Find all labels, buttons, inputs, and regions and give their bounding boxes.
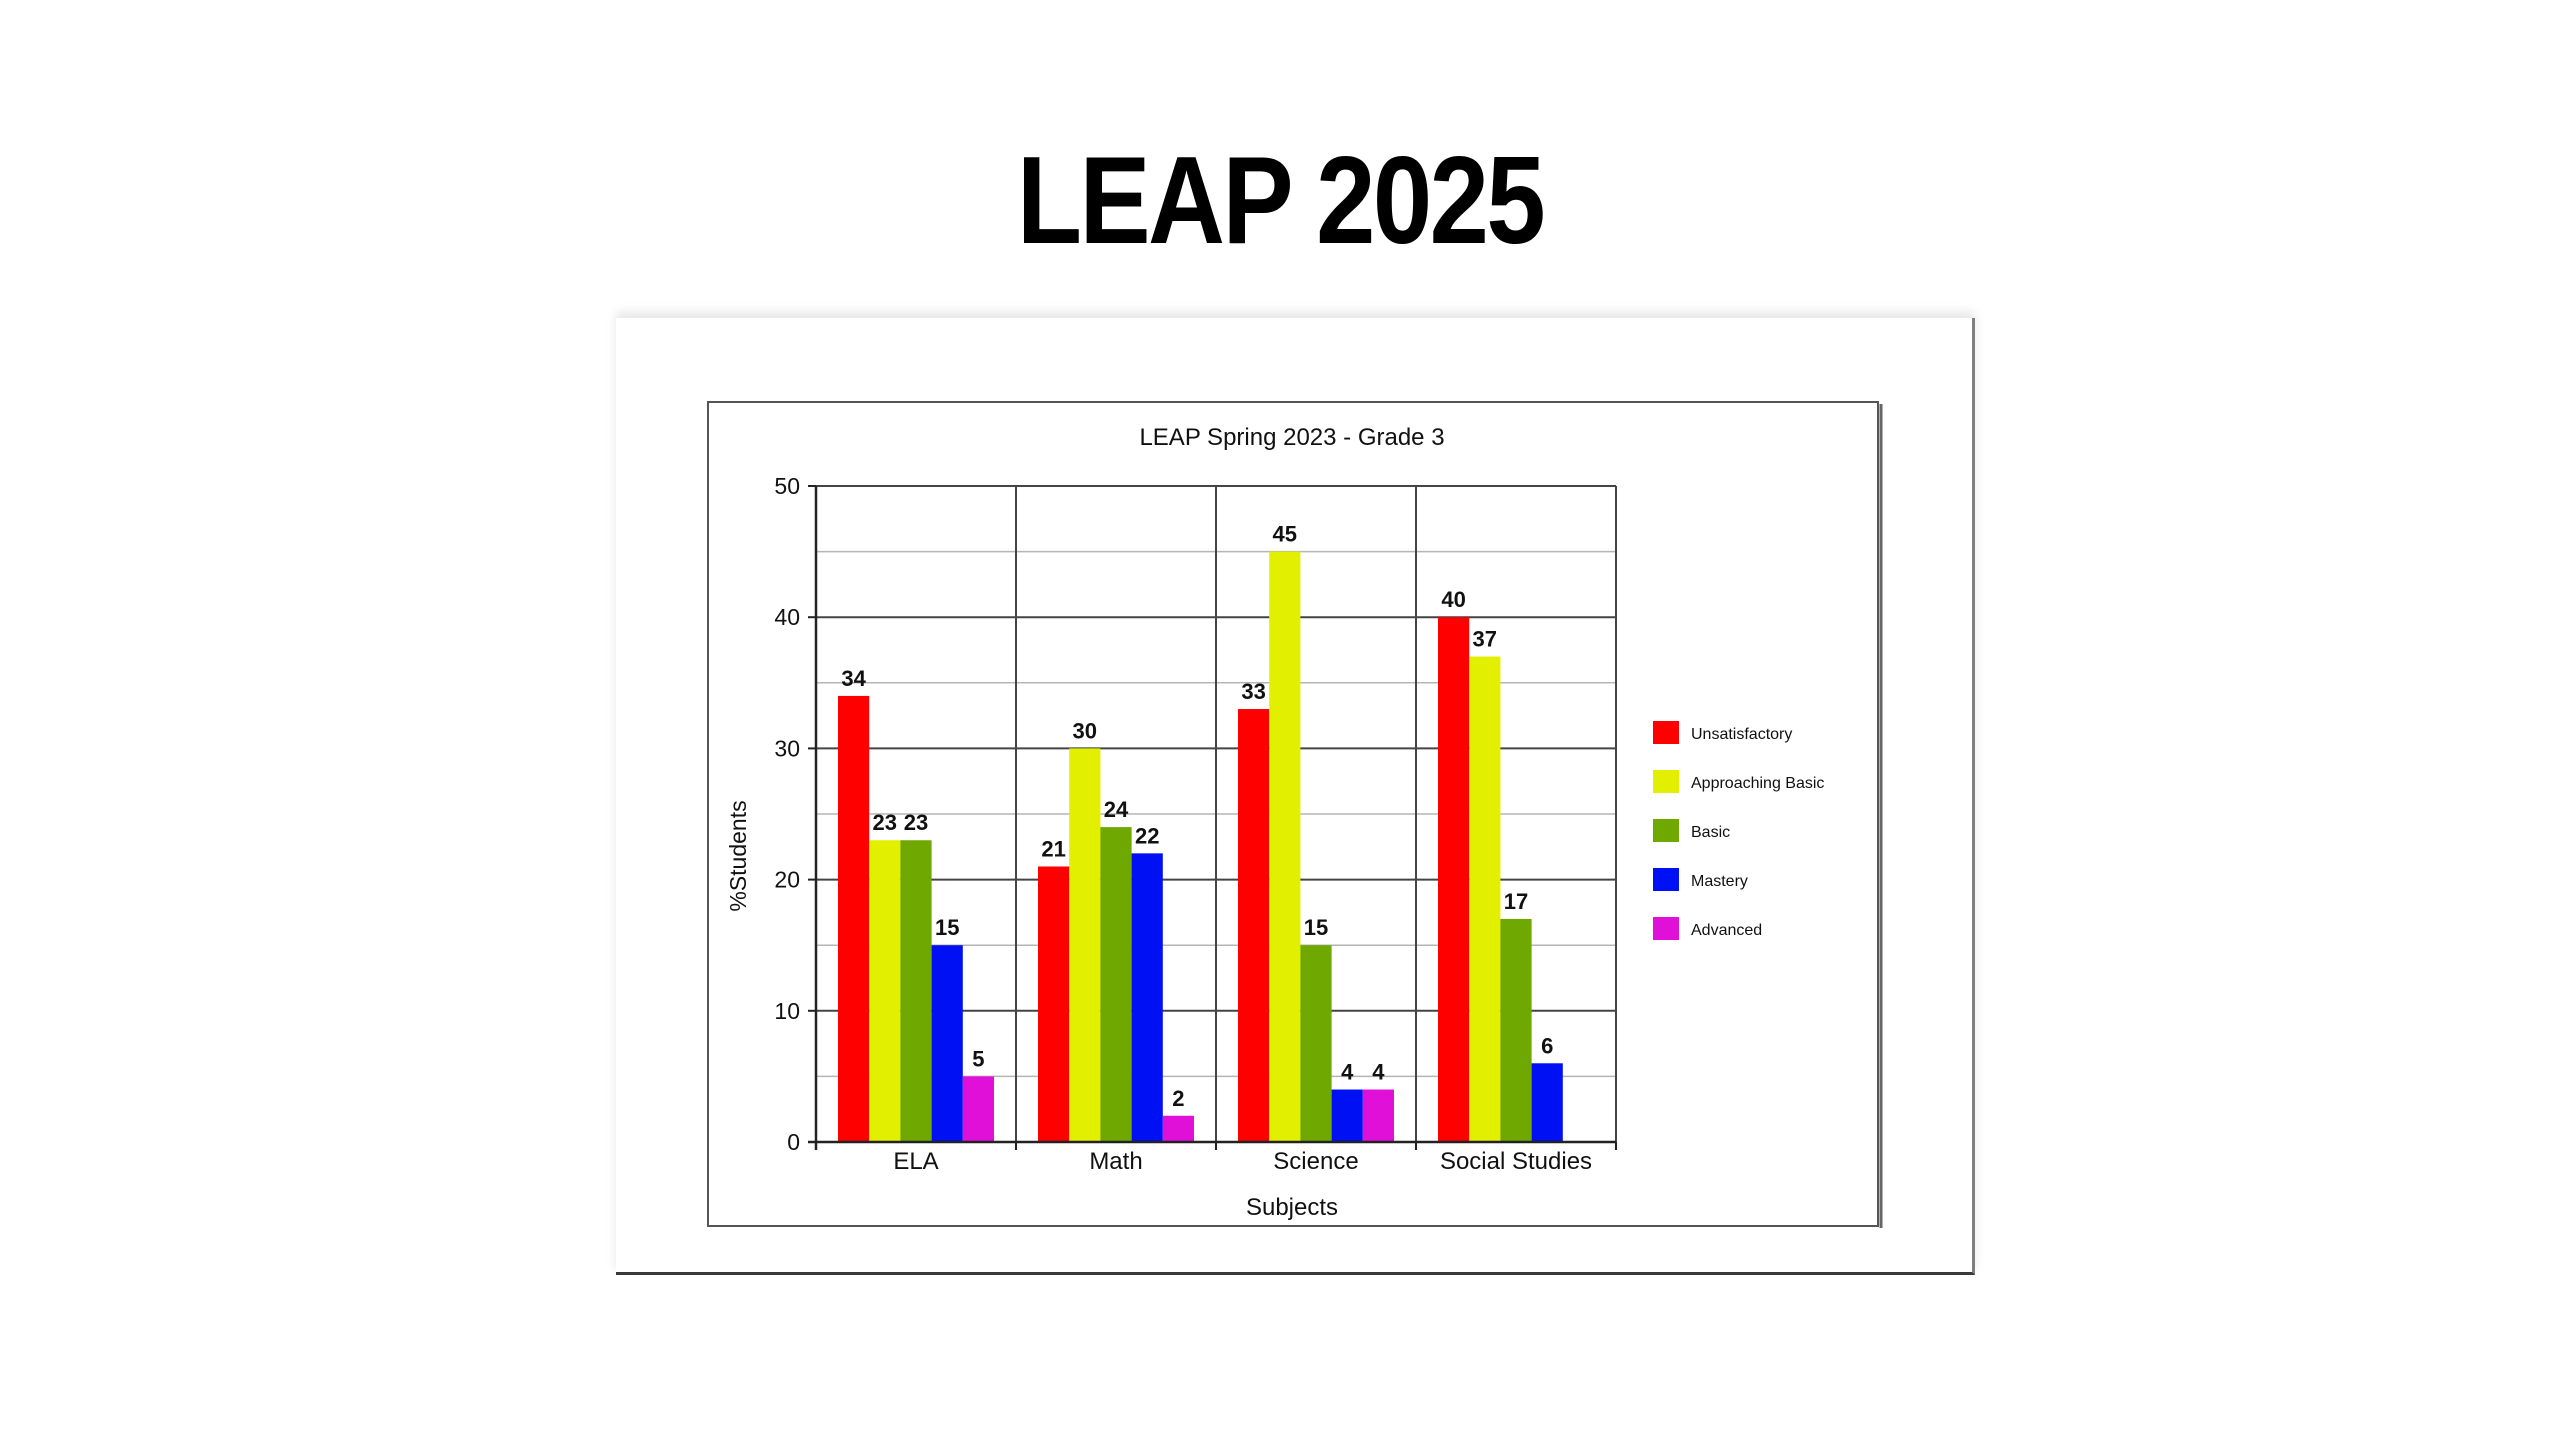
chart-image-frame: LEAP Spring 2023 - Grade 3 34 23 23 15 5 21 30…: [616, 318, 1975, 1275]
y-tick-label: 50: [774, 473, 800, 499]
y-tick-label: 30: [774, 735, 800, 761]
data-label: 23: [873, 810, 897, 835]
x-tick-label: Math: [1089, 1148, 1142, 1175]
data-label: 37: [1473, 627, 1497, 652]
data-label: 4: [1341, 1060, 1354, 1085]
legend-swatch: [1653, 770, 1679, 793]
slide-title: LEAP 2025: [1016, 132, 1546, 270]
y-axis-title: %Students: [725, 800, 751, 911]
x-axis-title: Subjects: [1246, 1194, 1338, 1221]
bar: [1131, 853, 1163, 1142]
x-tick-label: Science: [1273, 1148, 1358, 1175]
bar: [1269, 551, 1301, 1142]
bar: [1438, 617, 1470, 1142]
legend-swatch: [1653, 819, 1679, 842]
data-label: 21: [1041, 836, 1065, 861]
data-label: 4: [1372, 1060, 1385, 1085]
bar: [1162, 1115, 1194, 1142]
data-label: 33: [1241, 679, 1265, 704]
data-label: 15: [1304, 915, 1328, 940]
legend-swatch: [1653, 917, 1679, 940]
data-label: 15: [935, 915, 959, 940]
legend: Unsatisfactory Approaching Basic Basic Mast…: [1653, 721, 1824, 940]
bar: [869, 840, 901, 1142]
legend-label: Mastery: [1691, 873, 1748, 890]
y-tick-label: 40: [774, 604, 800, 630]
bar: [838, 695, 870, 1142]
bar: [962, 1076, 994, 1142]
data-label: 40: [1441, 587, 1465, 612]
bar-chart: LEAP Spring 2023 - Grade 3 34 23 23 15 5 21 30…: [707, 401, 1883, 1228]
legend-label: Advanced: [1691, 922, 1762, 939]
bar: [1362, 1089, 1394, 1142]
legend-swatch: [1653, 721, 1679, 744]
bar: [1300, 945, 1332, 1142]
bars: [838, 551, 1563, 1142]
legend-label: Approaching Basic: [1691, 775, 1824, 792]
chart-title: LEAP Spring 2023 - Grade 3: [1139, 424, 1444, 451]
bar: [931, 945, 963, 1142]
bar: [1238, 709, 1270, 1142]
legend-label: Unsatisfactory: [1691, 726, 1792, 743]
bar: [1500, 918, 1532, 1142]
data-label: 23: [904, 810, 928, 835]
x-tick-label: Social Studies: [1440, 1148, 1592, 1175]
y-tick-label: 0: [787, 1129, 800, 1155]
bar: [1038, 866, 1070, 1142]
bar: [900, 840, 932, 1142]
data-label: 6: [1541, 1033, 1553, 1058]
data-label: 34: [841, 666, 866, 691]
bar: [1331, 1089, 1363, 1142]
y-tick-label: 10: [774, 998, 800, 1024]
axes: 0 10 20 30 40 50 ELA Math Science Social Studies: [774, 473, 1617, 1175]
data-label: 24: [1104, 797, 1129, 822]
data-label: 22: [1135, 823, 1159, 848]
legend-label: Basic: [1691, 824, 1730, 841]
x-tick-label: ELA: [893, 1148, 938, 1175]
bar: [1469, 656, 1501, 1142]
bar: [1069, 748, 1101, 1142]
bar: [1100, 827, 1132, 1142]
bar: [1531, 1063, 1563, 1142]
data-label: 45: [1273, 522, 1297, 547]
data-label: 2: [1172, 1086, 1184, 1111]
data-label: 17: [1504, 889, 1528, 914]
data-label: 5: [972, 1046, 984, 1071]
data-label: 30: [1073, 718, 1097, 743]
legend-swatch: [1653, 868, 1679, 891]
y-tick-label: 20: [774, 867, 800, 893]
